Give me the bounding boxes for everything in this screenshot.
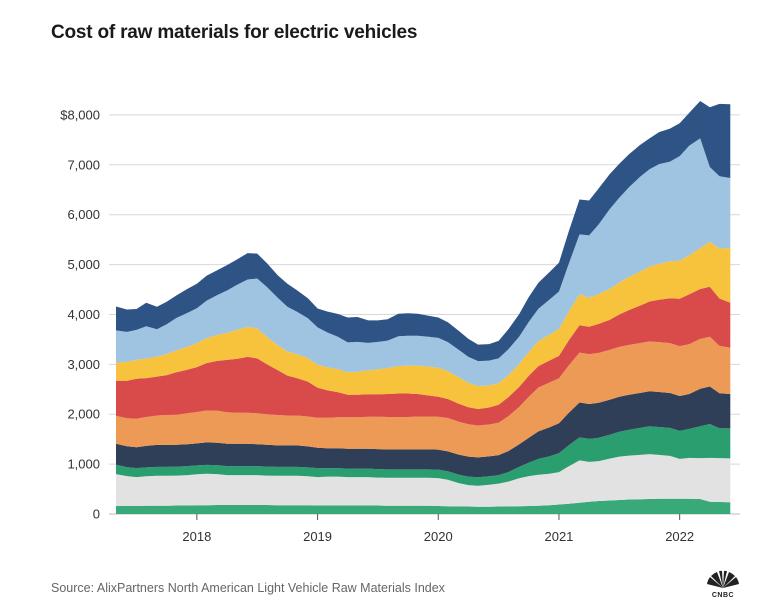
chart-title: Cost of raw materials for electric vehic…	[51, 22, 418, 43]
area-series-7	[116, 241, 731, 409]
cnbc-peacock-logo	[707, 570, 739, 588]
x-tick-label: 2019	[303, 529, 332, 544]
logo-text: CNBC	[711, 592, 735, 599]
source-note: Source: AlixPartners North American Ligh…	[51, 581, 445, 595]
x-tick-label: 2020	[424, 529, 453, 544]
area-series-5	[116, 336, 731, 458]
y-tick-label: 0	[93, 507, 100, 522]
area-series-2	[116, 454, 731, 507]
y-tick-label: $8,000	[60, 107, 100, 122]
area-series-group	[116, 101, 731, 514]
area-series-3	[116, 424, 731, 486]
area-series-6	[116, 286, 731, 426]
y-tick-label: 5,000	[67, 257, 100, 272]
y-tick-label: 2,000	[67, 407, 100, 422]
area-series-1	[116, 498, 731, 514]
y-tick-label: 1,000	[67, 457, 100, 472]
x-tick-label: 2021	[544, 529, 573, 544]
x-tick-label: 2018	[182, 529, 211, 544]
y-tick-label: 6,000	[67, 207, 100, 222]
area-series-8	[116, 138, 731, 386]
y-tick-label: 4,000	[67, 307, 100, 322]
x-tick-label: 2022	[665, 529, 694, 544]
x-axis-ticks: 2018 2019 2020 2021 2022	[182, 514, 694, 544]
y-tick-label: 7,000	[67, 157, 100, 172]
area-series-4	[116, 386, 731, 478]
y-axis-ticks: 0 1,000 2,000 3,000 4,000 5,000 6,000 7,000 $8,0…	[60, 107, 100, 521]
y-tick-label: 3,000	[67, 357, 100, 372]
